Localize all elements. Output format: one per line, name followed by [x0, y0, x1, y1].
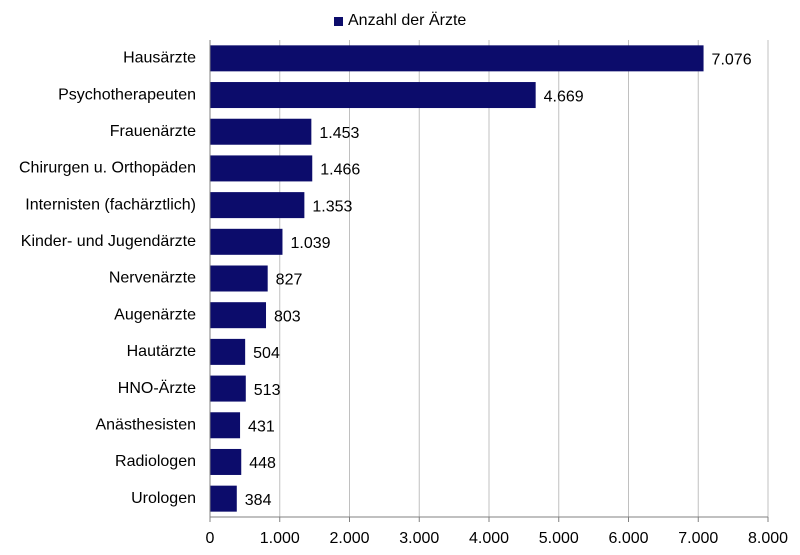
data-label: 448 — [249, 455, 276, 472]
bar — [210, 302, 267, 329]
legend-swatch — [334, 16, 343, 26]
bar — [210, 485, 237, 512]
category-label: Urologen — [131, 490, 196, 507]
bar — [210, 338, 246, 365]
category-label: Radiologen — [115, 453, 196, 470]
category-label: HNO-Ärzte — [118, 379, 196, 397]
category-label: Augenärzte — [114, 306, 196, 323]
data-label: 1.466 — [320, 162, 360, 179]
x-tick-label: 7.000 — [678, 530, 718, 547]
bar — [210, 448, 242, 475]
x-tick-label: 4.000 — [469, 530, 509, 547]
bar — [210, 265, 268, 292]
category-label: Nervenärzte — [109, 270, 196, 287]
category-label: Psychotherapeuten — [58, 86, 196, 103]
data-label: 431 — [248, 418, 275, 435]
bar — [210, 155, 313, 182]
bar — [210, 228, 283, 255]
category-label: Anästhesisten — [95, 416, 196, 433]
bar — [210, 82, 536, 109]
x-tick-label: 2.000 — [329, 530, 369, 547]
x-tick-label: 3.000 — [399, 530, 439, 547]
x-tick-label: 5.000 — [539, 530, 579, 547]
data-label: 803 — [274, 308, 301, 325]
category-label: Internisten (fachärztlich) — [25, 196, 196, 213]
legend-label: Anzahl der Ärzte — [348, 12, 467, 29]
data-label: 504 — [253, 345, 280, 362]
data-label: 7.076 — [712, 52, 752, 69]
category-label: Frauenärzte — [110, 123, 196, 140]
data-label: 384 — [245, 492, 272, 509]
x-tick-label: 6.000 — [608, 530, 648, 547]
data-label: 513 — [254, 382, 281, 399]
bar — [210, 375, 246, 402]
data-label: 1.039 — [290, 235, 330, 252]
bar — [210, 45, 704, 72]
category-label: Hausärzte — [123, 50, 196, 67]
x-tick-label: 1.000 — [260, 530, 300, 547]
category-label: Chirurgen u. Orthopäden — [19, 160, 196, 177]
data-label: 1.353 — [312, 198, 352, 215]
bar — [210, 118, 312, 145]
category-label: Kinder- und Jugendärzte — [21, 233, 196, 250]
bar — [210, 412, 241, 439]
data-label: 1.453 — [319, 125, 359, 142]
x-tick-label: 8.000 — [748, 530, 788, 547]
data-label: 827 — [276, 272, 303, 289]
x-tick-label: 0 — [206, 530, 215, 547]
data-label: 4.669 — [544, 88, 584, 105]
category-label: Hautärzte — [127, 343, 196, 360]
chart-legend: Anzahl der Ärzte — [334, 11, 466, 31]
bar — [210, 192, 305, 219]
